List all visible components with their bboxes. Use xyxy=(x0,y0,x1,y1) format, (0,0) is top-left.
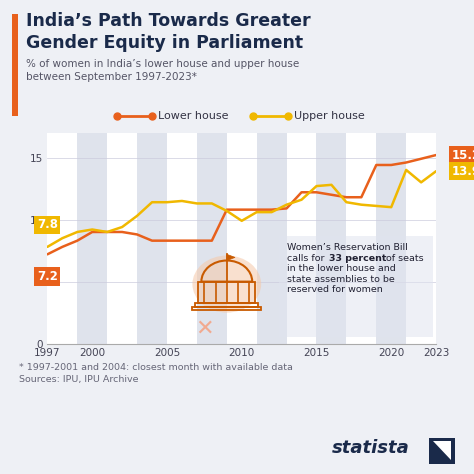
Bar xyxy=(77,133,107,344)
Text: Sources: IPU, IPU Archive: Sources: IPU, IPU Archive xyxy=(19,375,138,384)
FancyBboxPatch shape xyxy=(279,236,433,337)
Bar xyxy=(199,282,255,303)
Text: statista: statista xyxy=(332,439,410,457)
Text: 7.8: 7.8 xyxy=(37,218,58,231)
Text: calls for: calls for xyxy=(287,254,327,263)
Text: Upper house: Upper house xyxy=(294,111,365,121)
Circle shape xyxy=(192,255,261,313)
Text: state assemblies to be: state assemblies to be xyxy=(287,275,394,284)
Text: ✕: ✕ xyxy=(195,319,214,339)
Text: Lower house: Lower house xyxy=(158,111,228,121)
Bar xyxy=(317,133,346,344)
Text: between September 1997-2023*: between September 1997-2023* xyxy=(26,72,197,82)
Text: Gender Equity in Parliament: Gender Equity in Parliament xyxy=(26,34,303,52)
Bar xyxy=(376,133,406,344)
Text: India’s Path Towards Greater: India’s Path Towards Greater xyxy=(26,12,310,30)
Text: 13.9: 13.9 xyxy=(452,164,474,178)
Bar xyxy=(195,303,258,307)
Text: 7.2: 7.2 xyxy=(37,270,58,283)
Text: Women’s Reservation Bill: Women’s Reservation Bill xyxy=(287,243,407,252)
Bar xyxy=(192,307,261,310)
Bar xyxy=(197,133,227,344)
Bar xyxy=(137,133,167,344)
Text: 33 percent: 33 percent xyxy=(329,254,387,263)
Text: 15.2: 15.2 xyxy=(452,148,474,162)
Polygon shape xyxy=(227,255,235,261)
Text: in the lower house and: in the lower house and xyxy=(287,264,395,273)
Bar xyxy=(257,133,287,344)
Polygon shape xyxy=(433,441,451,460)
Text: reserved for women: reserved for women xyxy=(287,285,383,294)
Text: of seats: of seats xyxy=(383,254,424,263)
Text: % of women in India’s lower house and upper house: % of women in India’s lower house and up… xyxy=(26,59,299,69)
Text: * 1997-2001 and 2004: closest month with available data: * 1997-2001 and 2004: closest month with… xyxy=(19,363,293,372)
